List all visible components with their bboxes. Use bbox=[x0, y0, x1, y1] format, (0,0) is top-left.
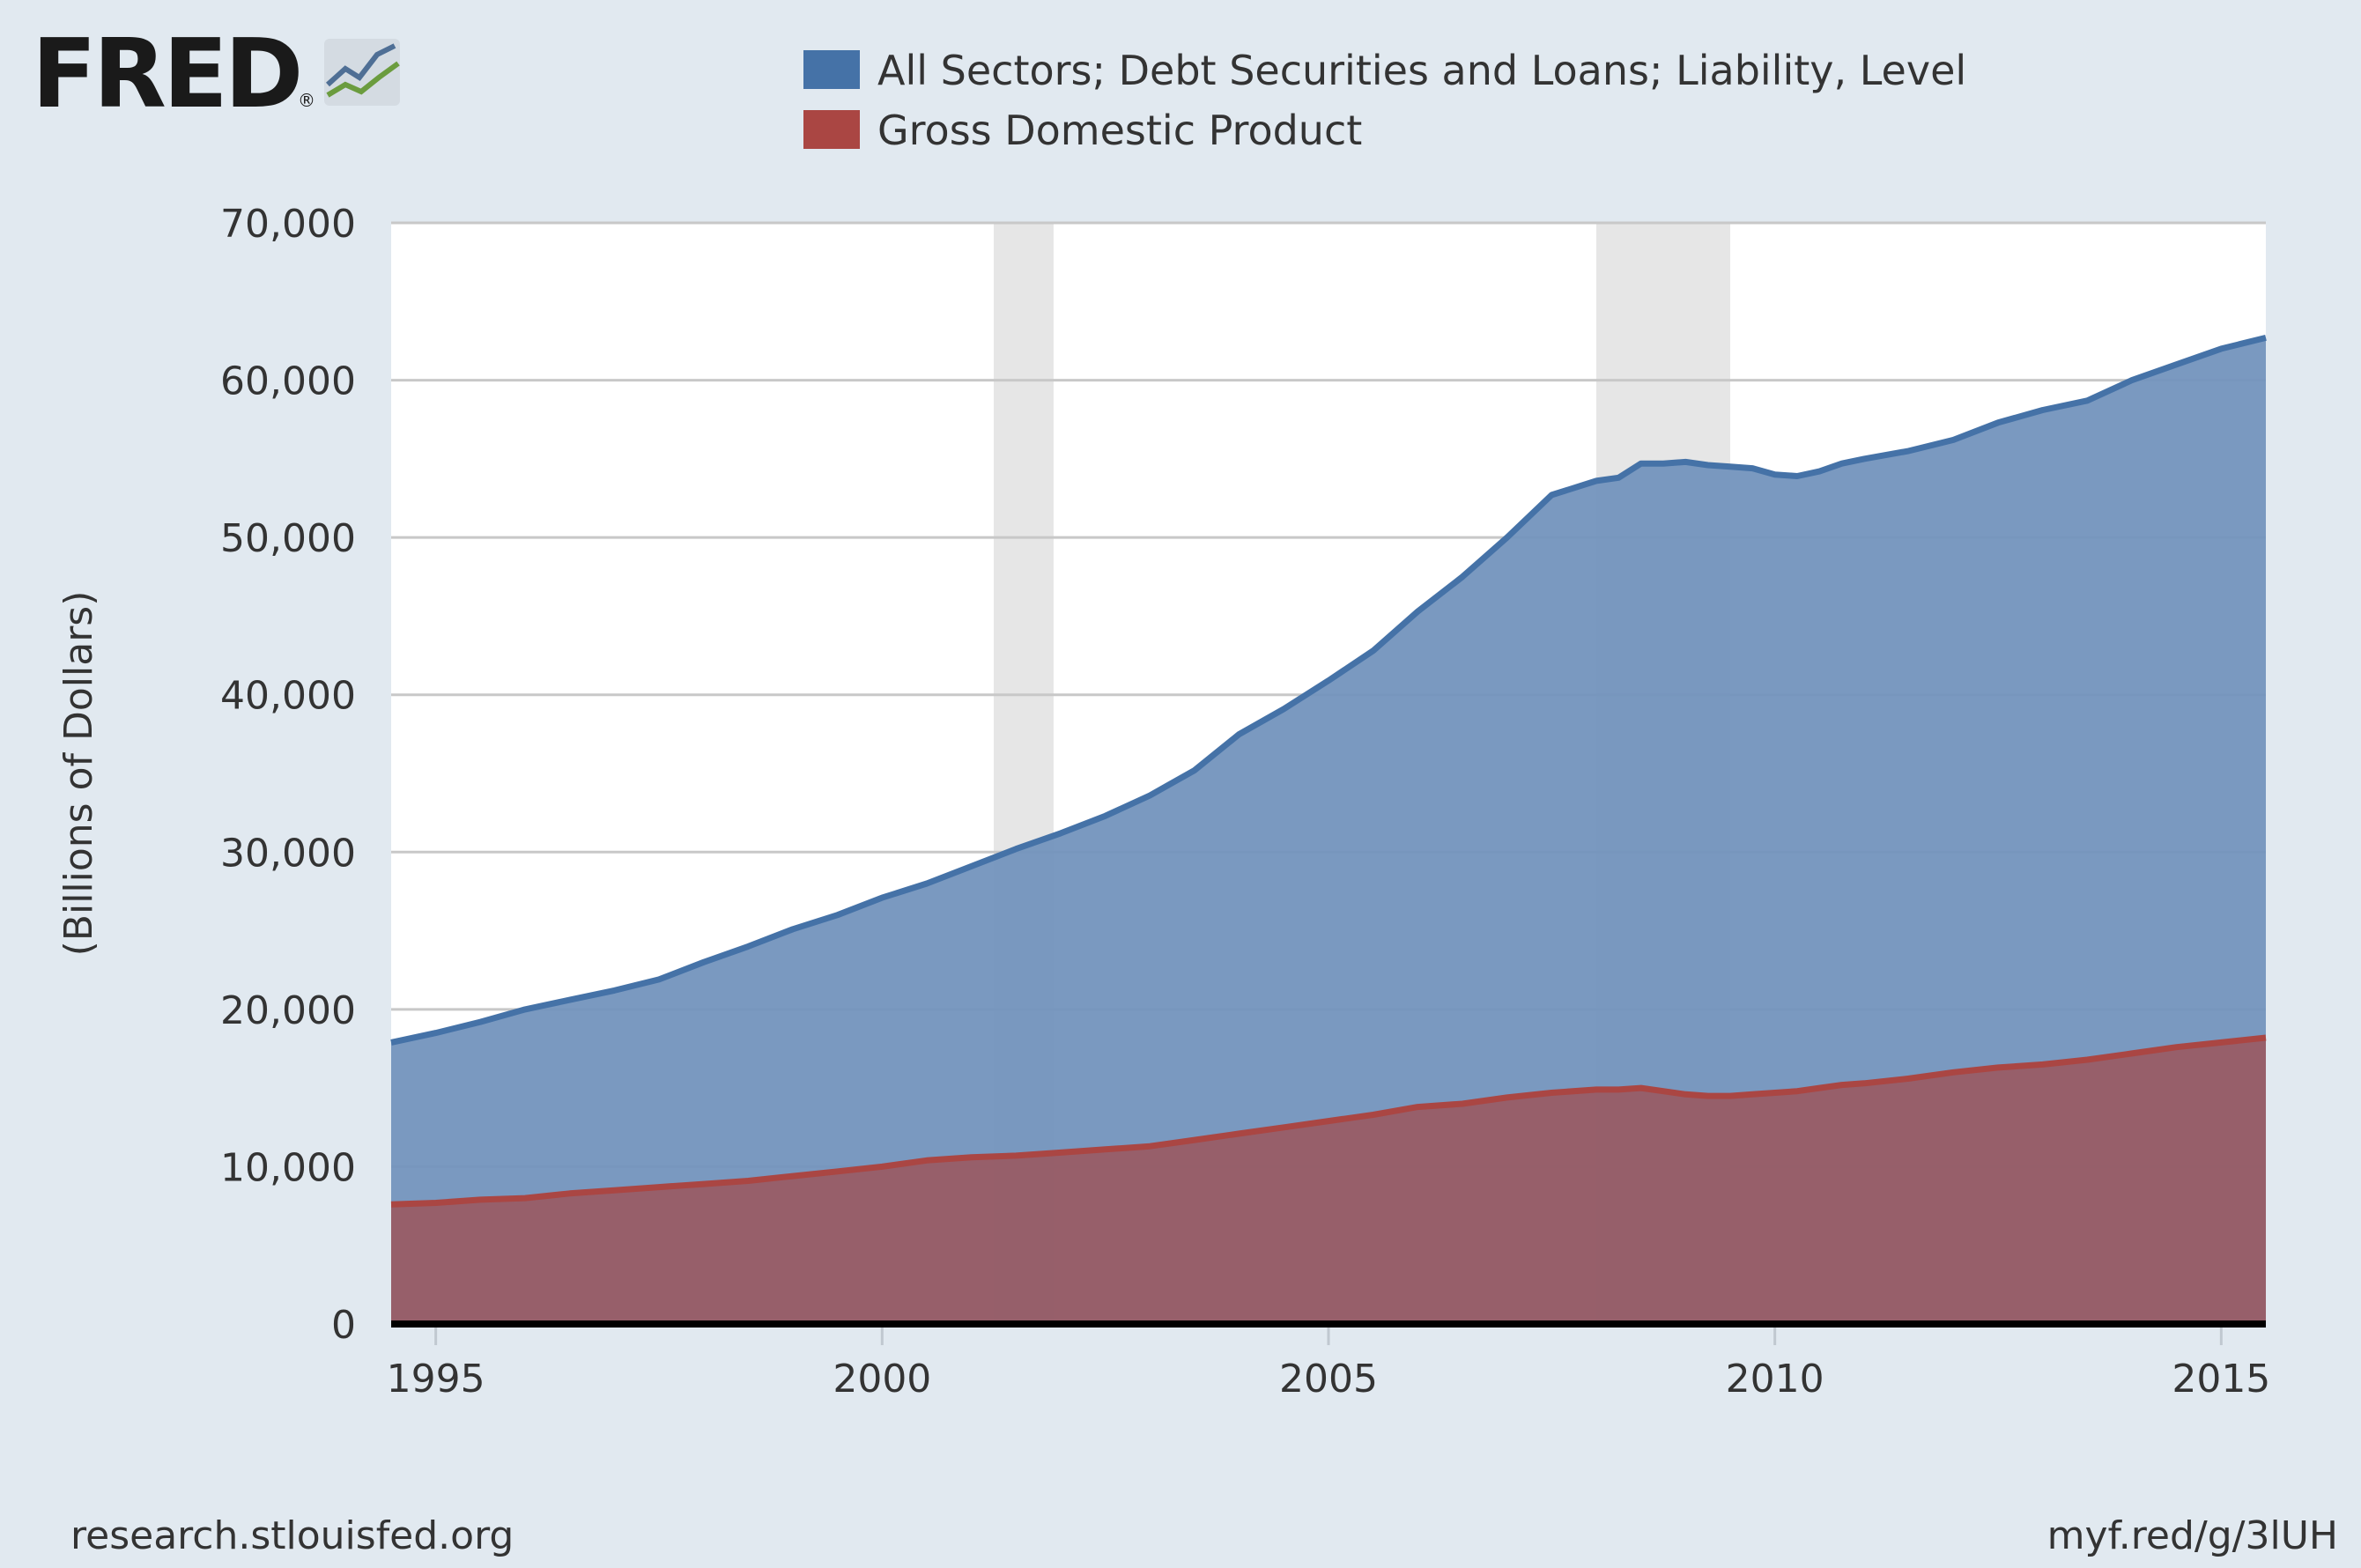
x-tick-label-2: 2005 bbox=[1279, 1357, 1378, 1402]
fred-logo-text: FRED bbox=[32, 19, 300, 129]
x-tick-label-4: 2015 bbox=[2172, 1357, 2270, 1402]
x-axis-ticks: 1995 2000 2005 2010 2015 bbox=[387, 1328, 2270, 1402]
x-tick-label-0: 1995 bbox=[387, 1357, 485, 1402]
y-tick-label-6: 60,000 bbox=[220, 359, 356, 404]
y-tick-label-4: 40,000 bbox=[220, 674, 356, 719]
series-areas bbox=[390, 335, 2267, 1324]
series-area-1 bbox=[391, 1038, 2266, 1324]
series-area-0 bbox=[391, 337, 2266, 1324]
series-line-0 bbox=[390, 335, 2267, 1046]
legend-item-gdp[interactable]: Gross Domestic Product bbox=[803, 107, 1362, 154]
y-tick-label-0: 0 bbox=[331, 1303, 356, 1348]
y-tick-label-3: 30,000 bbox=[220, 831, 356, 876]
y-tick-label-7: 70,000 bbox=[220, 202, 356, 247]
x-tick-label-3: 2010 bbox=[1726, 1357, 1824, 1402]
footer-short-link[interactable]: myf.red/g/3lUH bbox=[2047, 1513, 2338, 1558]
y-axis-title: (Billions of Dollars) bbox=[56, 591, 101, 957]
y-tick-label-2: 20,000 bbox=[220, 988, 356, 1033]
legend-swatch-debt bbox=[803, 50, 860, 89]
legend-label-debt: All Sectors; Debt Securities and Loans; … bbox=[877, 47, 1966, 94]
legend: All Sectors; Debt Securities and Loans; … bbox=[803, 47, 1966, 154]
legend-item-debt[interactable]: All Sectors; Debt Securities and Loans; … bbox=[803, 47, 1966, 94]
legend-label-gdp: Gross Domestic Product bbox=[877, 107, 1362, 154]
fred-logo[interactable]: FRED ® bbox=[32, 19, 400, 129]
y-tick-label-1: 10,000 bbox=[220, 1145, 356, 1190]
footer-source[interactable]: research.stlouisfed.org bbox=[70, 1513, 514, 1558]
trend-chart-icon bbox=[324, 39, 400, 106]
y-tick-label-5: 50,000 bbox=[220, 516, 356, 561]
registered-mark: ® bbox=[298, 90, 315, 111]
y-axis-ticks: 0 10,000 20,000 30,000 40,000 50,000 60,000 70,… bbox=[220, 202, 356, 1348]
series-line-1 bbox=[390, 1034, 2267, 1208]
x-tick-label-1: 2000 bbox=[833, 1357, 931, 1402]
legend-swatch-gdp bbox=[803, 110, 860, 149]
